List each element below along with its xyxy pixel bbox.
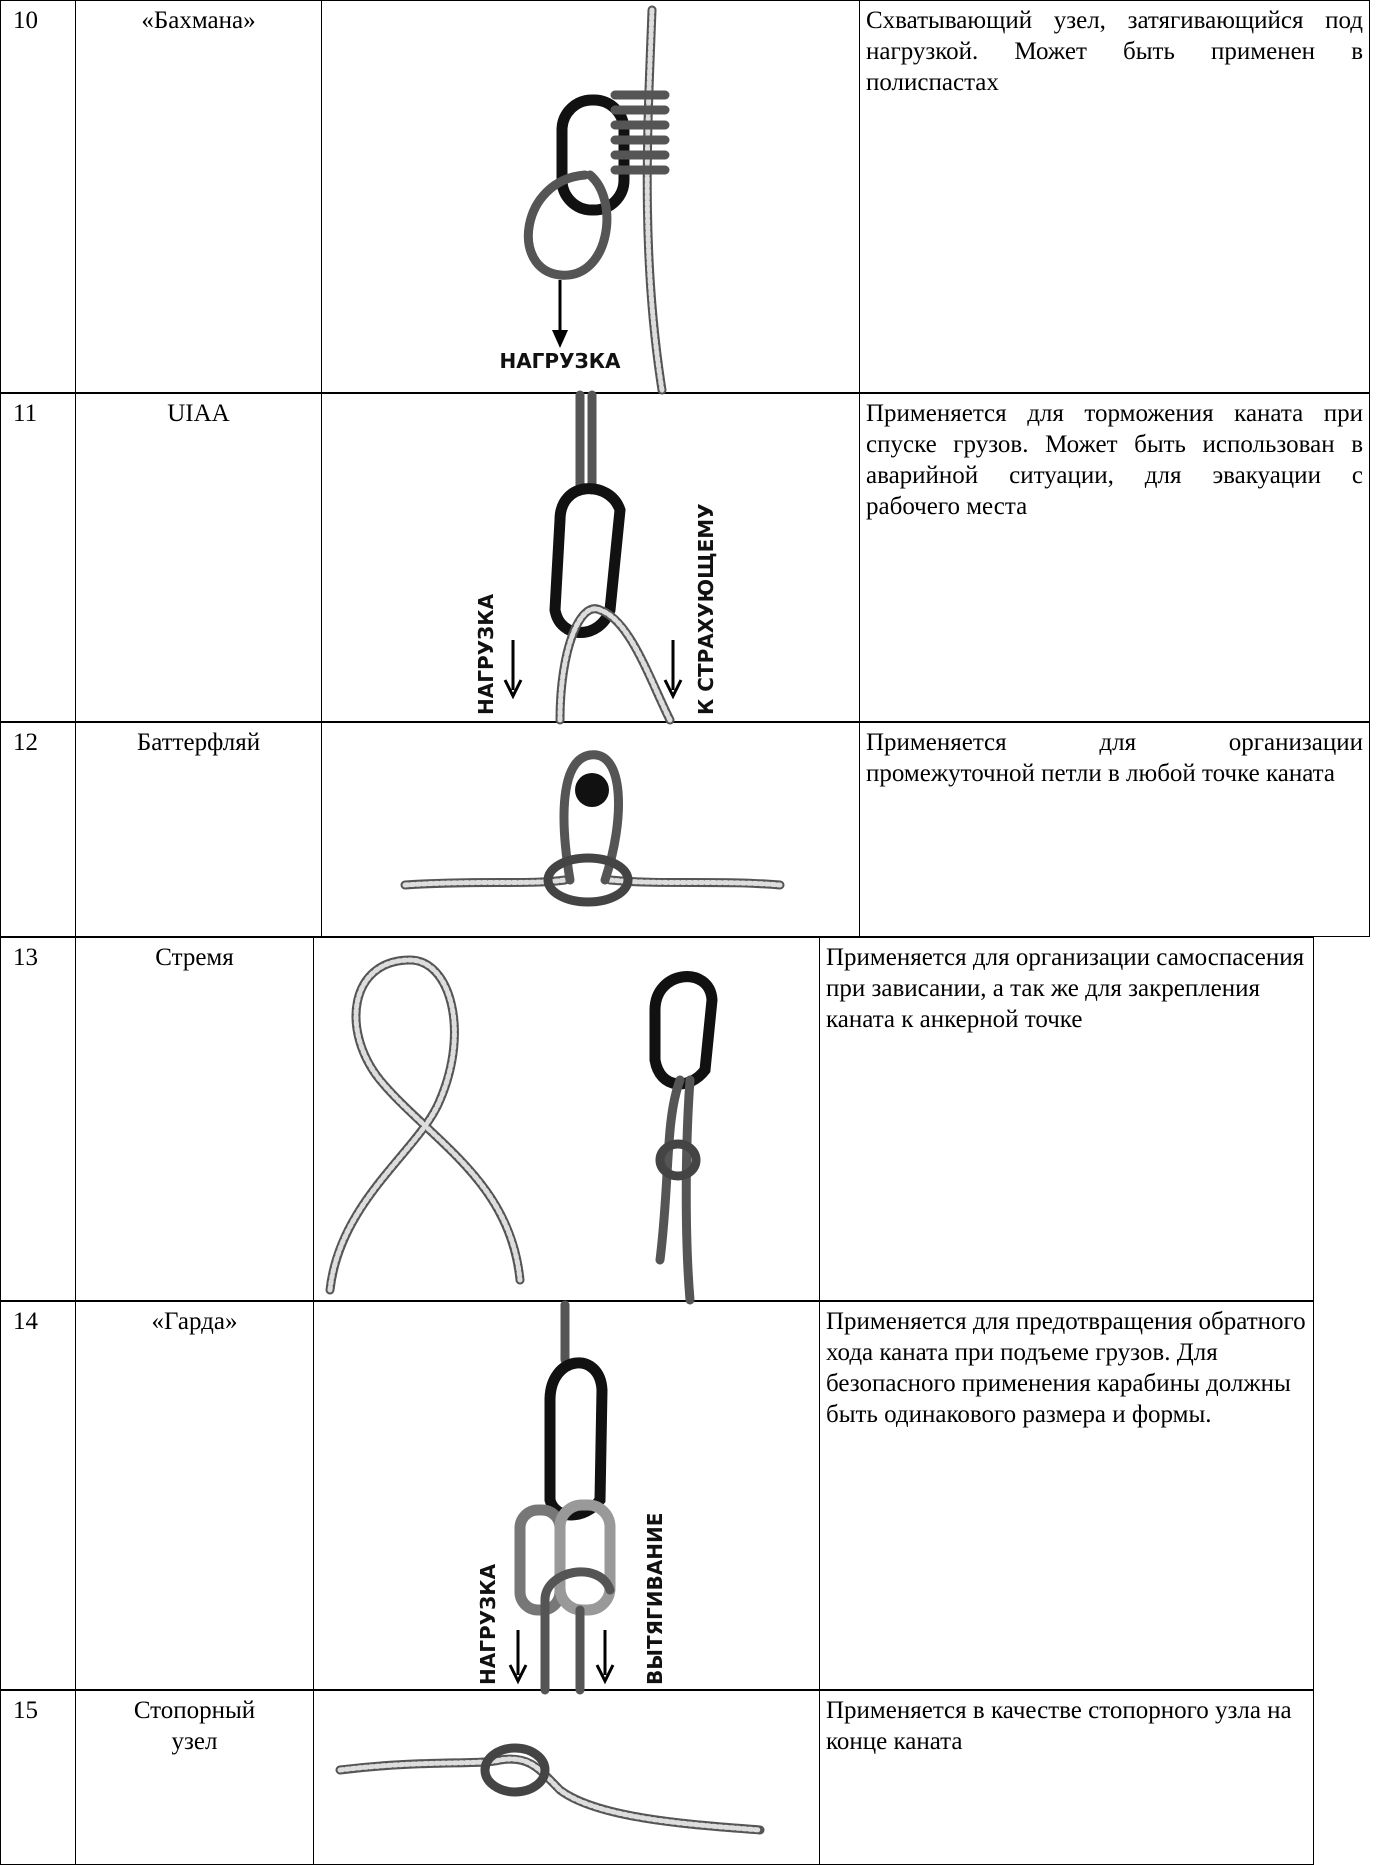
knot-name-text: Стопорный узел	[133, 1697, 256, 1755]
stopper-knot	[335, 1743, 765, 1835]
knot-description: Применяется для предотвращения обратного…	[819, 1301, 1314, 1690]
row-number: 11	[0, 393, 76, 722]
knot-description-text: Применяется в качестве стопорного узла н…	[826, 1697, 1292, 1755]
knot-description-text: Схватывающий узел, затягивающийся под на…	[866, 7, 1363, 96]
load-label: НАГРУЗКА	[474, 593, 498, 715]
bachmann-knot: НАГРУЗКА	[499, 5, 670, 395]
row-number-text: 11	[13, 400, 38, 427]
knot-name-text: Баттерфляй	[136, 729, 261, 756]
row-number-text: 12	[13, 729, 38, 756]
knot-name-text: Стремя	[155, 944, 234, 971]
knot-name: UIAA	[75, 393, 322, 722]
knot-description: Применяется для торможения каната при сп…	[859, 393, 1370, 722]
knot-description: Применяется в качестве стопорного узла н…	[819, 1690, 1314, 1865]
row-number-text: 10	[13, 7, 38, 34]
row-number: 12	[0, 722, 76, 937]
butterfly-knot	[400, 750, 785, 907]
knot-name-text: «Гарда»	[151, 1308, 238, 1335]
knot-description-text: Применяется для предотвращения обратного…	[826, 1308, 1306, 1428]
knot-description-text: Применяется для организации самоспасения…	[826, 944, 1305, 1033]
knot-name-text: UIAA	[167, 400, 230, 427]
knot-description: Применяется для организации промежуточно…	[859, 722, 1370, 937]
garda-knot: НАГРУЗКА ВЫТЯГИВАНИЕ	[476, 1300, 667, 1695]
knot-description-text: Применяется для торможения каната при сп…	[866, 400, 1363, 520]
load-label: НАГРУЗКА	[476, 1563, 500, 1685]
uiaa-knot: НАГРУЗКА К СТРАХУЮЩЕМУ	[474, 390, 718, 725]
row-number-text: 15	[13, 1697, 38, 1724]
knot-description-text: Применяется для организации промежуточно…	[866, 729, 1363, 787]
row-number-text: 14	[13, 1308, 38, 1335]
knot-name-text: «Бахмана»	[141, 7, 256, 34]
pull-label: ВЫТЯГИВАНИЕ	[643, 1513, 667, 1685]
row-number: 14	[0, 1301, 76, 1690]
row-number: 10	[0, 0, 76, 393]
knot-name: «Гарда»	[75, 1301, 314, 1690]
load-label: НАГРУЗКА	[499, 349, 621, 373]
knot-description: Схватывающий узел, затягивающийся под на…	[859, 0, 1370, 393]
row-number: 13	[0, 937, 76, 1301]
belayer-label: К СТРАХУЮЩЕМУ	[694, 503, 718, 715]
row-number-text: 13	[13, 944, 38, 971]
stirrup-knot	[325, 955, 718, 1305]
